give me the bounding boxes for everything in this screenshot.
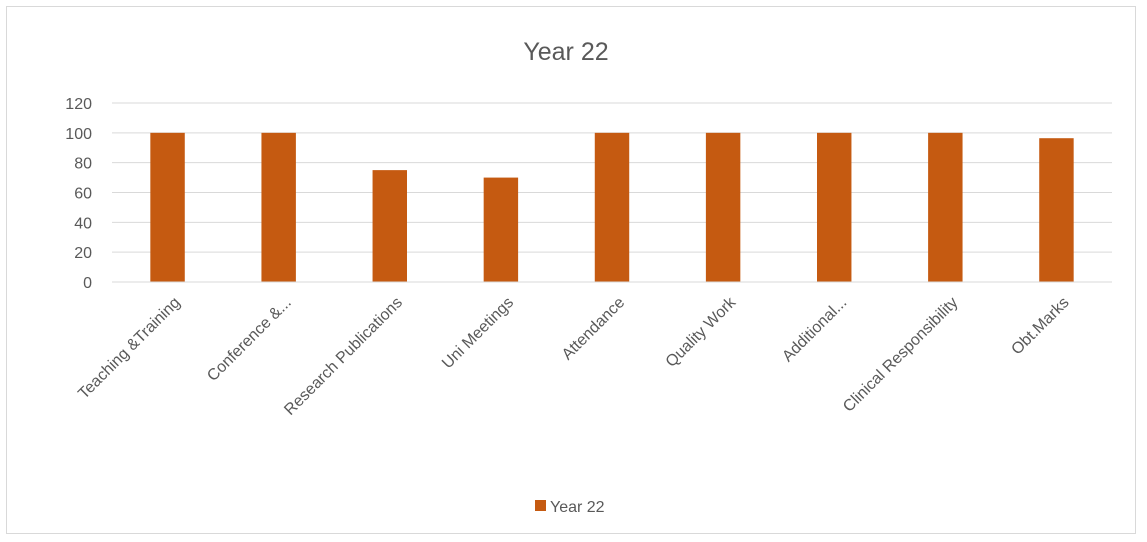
y-tick-label: 40 [74,215,92,232]
legend-swatch-year-22 [535,500,546,511]
legend-label-year-22: Year 22 [550,499,605,516]
y-tick-label: 60 [74,186,92,203]
bar [150,132,185,282]
x-tick-label: Research Publications [281,294,406,419]
chart-title: Year 22 [523,38,608,66]
bar [705,132,741,282]
x-tick-label: Obt.Marks [1008,294,1072,358]
x-axis-tick-labels: Teaching &Training Conference &...Researc… [75,293,1072,418]
bar [1039,138,1074,282]
bar [261,132,296,282]
bar [483,177,519,282]
x-tick-label: Attendance [559,294,628,363]
bar [928,132,963,282]
y-tick-label: 100 [65,126,92,143]
x-tick-label: Teaching &Training [75,294,183,402]
x-tick-label: Quality Work [663,293,740,370]
y-tick-label: 0 [83,275,92,292]
x-tick-label: Clinical Responsibility [840,294,961,415]
x-tick-label: Additional... [779,294,850,365]
bar [372,170,407,282]
chart-frame: Year 22 0 20 40 60 80 100 120 Teaching &Traini… [6,6,1136,534]
bar-chart: Year 22 0 20 40 60 80 100 120 Teaching &Traini… [65,38,1112,516]
bar [817,132,852,282]
y-tick-label: 80 [74,156,92,173]
bar [594,132,630,282]
y-tick-label: 120 [65,96,92,113]
x-tick-label: Uni Meetings [439,294,517,372]
bars [150,132,1074,282]
y-axis-tick-labels: 0 20 40 60 80 100 120 [65,96,92,292]
legend: Year 22 [535,499,605,516]
x-tick-label: Conference &... [204,294,295,385]
y-tick-label: 20 [74,245,92,262]
